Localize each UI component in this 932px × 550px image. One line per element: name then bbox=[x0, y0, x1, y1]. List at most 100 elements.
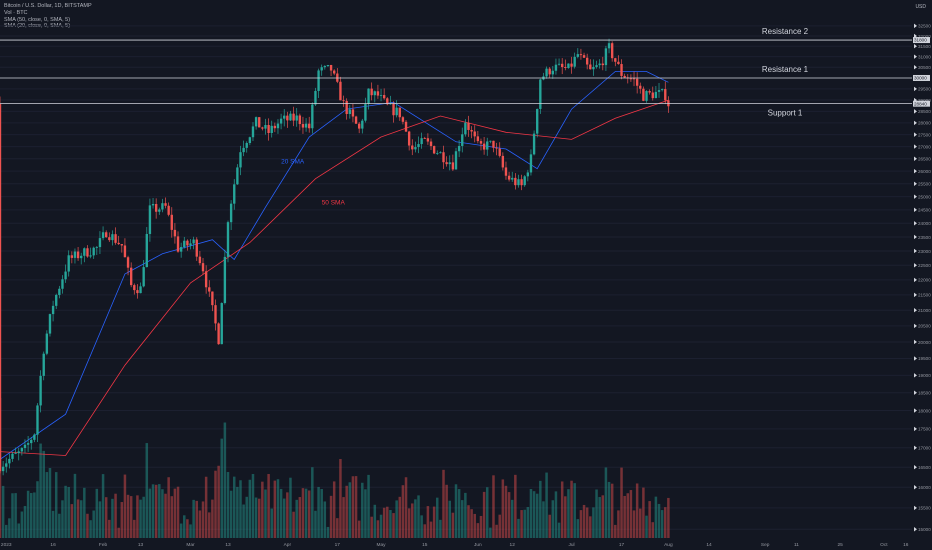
candle bbox=[108, 232, 111, 242]
candle bbox=[292, 106, 295, 127]
candle-body bbox=[23, 444, 27, 449]
candle-body bbox=[164, 203, 167, 206]
candle-body bbox=[70, 255, 74, 258]
symbol-label[interactable]: Bitcoin / U.S. Dollar, 1D, BITSTAMP bbox=[4, 3, 92, 9]
candle-body bbox=[614, 58, 617, 62]
candle bbox=[411, 139, 414, 156]
y-tick-label: 27000 bbox=[918, 144, 931, 149]
candle bbox=[120, 244, 123, 253]
volume-bar bbox=[120, 502, 124, 538]
volume-bar bbox=[192, 499, 195, 538]
volume-bar bbox=[336, 518, 339, 538]
candle bbox=[226, 220, 230, 263]
currency-label[interactable]: USD bbox=[915, 4, 926, 10]
candle bbox=[73, 248, 77, 264]
candle bbox=[211, 291, 214, 312]
volume-bar bbox=[186, 519, 189, 538]
candle bbox=[614, 57, 617, 67]
candle bbox=[514, 173, 517, 190]
volume-bar bbox=[492, 475, 495, 538]
candle-body bbox=[392, 103, 395, 116]
candle bbox=[526, 169, 530, 182]
candle bbox=[626, 74, 629, 84]
candle-body bbox=[348, 109, 351, 115]
candle-body bbox=[201, 263, 205, 272]
volume-indicator-label[interactable]: Vol · BTC bbox=[4, 9, 28, 16]
candle-body bbox=[639, 85, 642, 89]
volume-bar bbox=[601, 495, 605, 538]
candle-body bbox=[554, 64, 558, 71]
volume-bar bbox=[273, 480, 277, 538]
x-tick-label: Jun bbox=[474, 542, 482, 548]
volume-bar bbox=[111, 498, 114, 538]
volume-bar bbox=[64, 485, 67, 538]
volume-bar bbox=[664, 507, 667, 538]
y-tick-marker bbox=[914, 292, 917, 298]
candle bbox=[601, 56, 604, 71]
candle bbox=[233, 179, 236, 210]
y-tick-label: 19000 bbox=[918, 373, 931, 378]
candle bbox=[161, 198, 164, 213]
candle bbox=[651, 86, 654, 101]
volume-bar bbox=[620, 467, 623, 538]
volume-bar bbox=[467, 505, 470, 538]
volume-bar bbox=[95, 488, 99, 538]
volume-bar bbox=[379, 514, 383, 538]
candle-body bbox=[189, 243, 192, 246]
volume-bar bbox=[208, 512, 211, 538]
candle bbox=[36, 403, 39, 442]
volume-bar bbox=[139, 499, 142, 538]
candle bbox=[517, 174, 520, 188]
volume-bar bbox=[507, 492, 511, 538]
volume-bars bbox=[0, 398, 670, 538]
x-tick-label: 2023 bbox=[1, 542, 12, 548]
y-tick-label: 24000 bbox=[918, 221, 931, 226]
candle bbox=[507, 171, 511, 182]
level-price-label: 30000 bbox=[914, 76, 927, 81]
candle bbox=[14, 447, 17, 455]
volume-bar bbox=[298, 497, 302, 538]
candle-body bbox=[248, 137, 252, 144]
candle-body bbox=[423, 138, 426, 139]
volume-bar bbox=[523, 509, 526, 538]
volume-bar bbox=[451, 512, 455, 538]
candle-body bbox=[492, 140, 495, 148]
candle bbox=[467, 115, 470, 137]
volume-bar bbox=[76, 499, 80, 538]
candle bbox=[548, 67, 551, 78]
candle bbox=[148, 198, 152, 242]
sma20-indicator-label[interactable]: SMA (20, close, 0, SMA, 5) bbox=[4, 23, 71, 30]
candle bbox=[61, 275, 64, 294]
volume-bar bbox=[261, 481, 264, 538]
volume-bar bbox=[617, 510, 620, 538]
candle-body bbox=[261, 127, 264, 129]
candle-body bbox=[223, 256, 227, 304]
candle bbox=[11, 451, 14, 462]
x-tick-label: 17 bbox=[619, 542, 625, 548]
candle-body bbox=[117, 242, 120, 245]
candle-body bbox=[642, 88, 645, 101]
volume-bar bbox=[117, 527, 120, 538]
candle-body bbox=[95, 247, 99, 248]
candle-body bbox=[582, 55, 586, 58]
volume-bar bbox=[86, 513, 89, 538]
y-tick-label: 29500 bbox=[918, 87, 931, 92]
candle-body bbox=[523, 176, 526, 186]
candle-body bbox=[598, 63, 601, 66]
y-tick-label: 21000 bbox=[918, 308, 931, 313]
candle-body bbox=[179, 247, 183, 252]
volume-bar bbox=[236, 486, 239, 538]
candle-body bbox=[283, 115, 286, 119]
candle-body bbox=[354, 116, 358, 124]
sma50-indicator-label[interactable]: SMA (50, close, 0, SMA, 5) bbox=[4, 16, 71, 23]
candle bbox=[242, 140, 245, 157]
y-tick-marker bbox=[914, 120, 917, 126]
candle bbox=[454, 147, 458, 170]
volume-bar bbox=[83, 487, 86, 538]
candle-body bbox=[276, 123, 280, 129]
sma-annotation: 20 SMA bbox=[281, 159, 305, 166]
y-tick-marker bbox=[914, 181, 917, 186]
x-tick-label: 13 bbox=[225, 542, 231, 548]
candle bbox=[632, 71, 636, 87]
